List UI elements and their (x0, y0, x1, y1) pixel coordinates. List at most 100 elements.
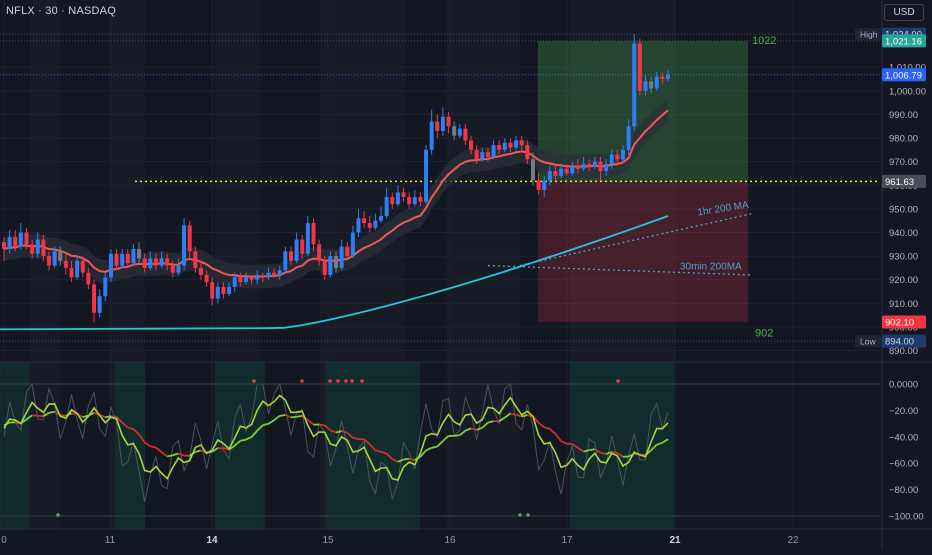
candle-body (610, 155, 614, 164)
candle-body (36, 240, 40, 254)
candle-body (137, 249, 141, 258)
candle-body (475, 150, 479, 159)
candle-body (345, 247, 349, 256)
time-tick-label: 16 (444, 535, 456, 546)
candle-body (559, 169, 563, 176)
currency-button[interactable]: USD (884, 4, 924, 21)
oscillator-signal-dot (360, 379, 364, 383)
price-tick-label: 930.00 (889, 252, 918, 263)
candle-body (660, 77, 664, 79)
candle-body (205, 275, 209, 282)
candle-body (520, 140, 524, 145)
stop-label: 902 (755, 328, 773, 340)
symbol-title[interactable]: NFLX · 30 · NASDAQ (6, 5, 116, 17)
candle-body (565, 169, 569, 174)
candle-body (373, 221, 377, 228)
candle-body (41, 240, 45, 257)
candle-body (210, 282, 214, 299)
candle-body (340, 247, 344, 268)
candle-body (289, 251, 293, 260)
candle-body (188, 225, 192, 251)
candle-body (537, 181, 541, 190)
candle-body (53, 251, 57, 265)
oscillator-slow (49, 412, 55, 413)
oscillator-tick-label: −80.00 (889, 485, 918, 496)
candle-body (115, 254, 119, 266)
oscillator-signal-dot (344, 379, 348, 383)
oscillator-slow (510, 413, 516, 414)
candle-body (295, 240, 299, 261)
candle-body (480, 152, 484, 159)
candle-body (317, 244, 321, 261)
candle-body (250, 277, 254, 279)
oscillator-slow (297, 416, 303, 417)
oscillator-tick-label: −20.00 (889, 406, 918, 417)
oscillator-highlight (570, 362, 675, 530)
candle-body (25, 233, 29, 245)
candle-body (418, 197, 422, 202)
candle-body (598, 162, 602, 171)
price-tick-label: 890.00 (889, 346, 918, 357)
candle-body (261, 275, 265, 277)
candle-body (58, 251, 62, 260)
candle-body (390, 197, 394, 204)
oscillator-tick-label: −60.00 (889, 459, 918, 470)
candle-body (126, 254, 130, 263)
candle-body (368, 223, 372, 228)
candle-body (621, 150, 625, 159)
oscillator-slow (291, 417, 297, 418)
oscillator-signal-dot (526, 513, 530, 517)
candle-body (542, 181, 546, 190)
price-marker-value: 894.00 (885, 337, 914, 348)
oscillator-signal-dot (328, 379, 332, 383)
oscillator-slow (319, 424, 325, 425)
price-tick-label: 980.00 (889, 134, 918, 145)
price-marker-value: 1,006.79 (885, 70, 922, 81)
candle-body (165, 258, 169, 265)
candle-body (233, 277, 237, 286)
candle-body (154, 258, 158, 265)
price-tick-label: 990.00 (889, 110, 918, 121)
candle-body (193, 251, 197, 268)
oscillator-signal-dot (616, 379, 620, 383)
candle-body (379, 216, 383, 221)
oscillator-tick-label: −100.00 (889, 512, 924, 523)
oscillator-slow (280, 415, 286, 416)
candle-body (452, 126, 456, 135)
time-tick-label: 22 (787, 535, 799, 546)
time-tick-label: 21 (669, 535, 681, 546)
candle-body (143, 258, 147, 267)
candle-body (272, 273, 276, 275)
oscillator-signal-dot (518, 513, 522, 517)
candle-body (430, 122, 434, 150)
candle-body (357, 218, 361, 232)
ma-30min-label: 30min 200MA (680, 262, 742, 273)
candle-body (19, 233, 23, 247)
candle-body (199, 268, 203, 275)
candle-body (334, 256, 338, 268)
price-tick-label: 910.00 (889, 299, 918, 310)
candle-body (435, 122, 439, 131)
oscillator-slow (404, 459, 410, 460)
candle-body (531, 159, 535, 180)
candle-body (81, 261, 85, 273)
session-band (445, 0, 520, 530)
price-marker-value: 961.63 (885, 177, 914, 188)
price-marker-value: 1,021.16 (885, 36, 922, 47)
candle-body (238, 277, 242, 282)
oscillator-tick-label: −40.00 (889, 432, 918, 443)
candle-body (98, 296, 102, 313)
candle-body (362, 218, 366, 223)
oscillator-slow (454, 435, 460, 436)
candle-body (351, 233, 355, 257)
candle-body (553, 171, 557, 176)
candle-body (582, 164, 586, 169)
oscillator-signal-dot (252, 379, 256, 383)
price-tick-label: 950.00 (889, 204, 918, 215)
candle-body (103, 277, 107, 296)
candle-body (655, 77, 659, 89)
candle-body (463, 129, 467, 141)
stop-zone (538, 181, 748, 322)
candle-body (300, 240, 304, 254)
